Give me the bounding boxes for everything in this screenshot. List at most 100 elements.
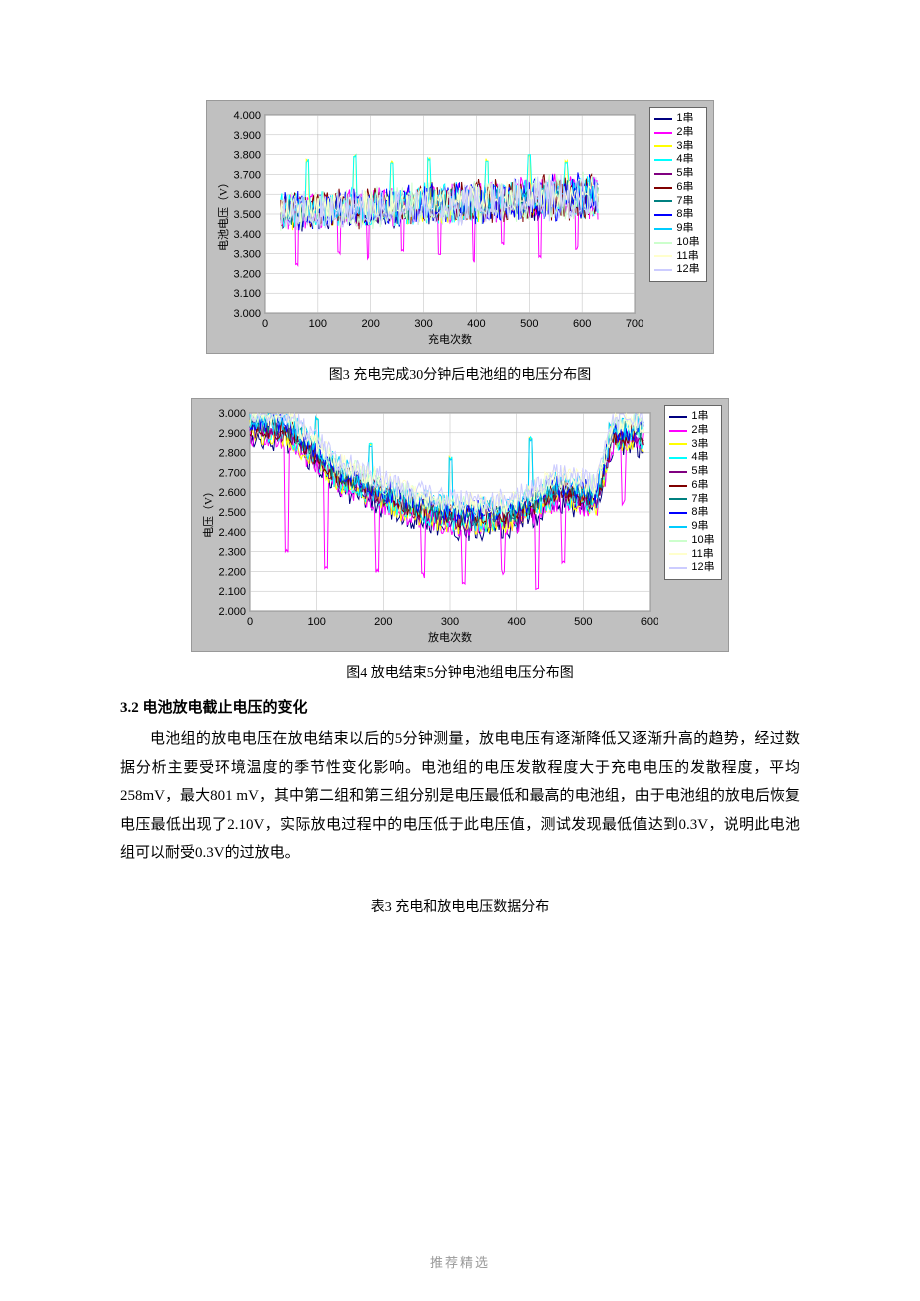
legend-swatch bbox=[669, 416, 687, 418]
chart1-outer: 3.000 3.100 3.200 3.300 3.400 3.500 3.600 3.700… bbox=[206, 100, 713, 354]
legend-item: 4串 bbox=[654, 153, 699, 167]
svg-text:700: 700 bbox=[626, 318, 643, 330]
svg-text:100: 100 bbox=[308, 616, 326, 628]
legend-swatch bbox=[654, 159, 672, 161]
legend-item: 1串 bbox=[669, 410, 714, 424]
section-3-2-paragraph: 电池组的放电电压在放电结束以后的5分钟测量，放电电压有逐渐降低又逐渐升高的趋势，… bbox=[120, 725, 800, 868]
svg-text:600: 600 bbox=[573, 318, 591, 330]
legend-label: 10串 bbox=[691, 534, 714, 548]
legend-item: 8串 bbox=[669, 506, 714, 520]
legend-swatch bbox=[654, 200, 672, 202]
legend-item: 12串 bbox=[669, 561, 714, 575]
legend-label: 9串 bbox=[676, 222, 693, 236]
legend-label: 12串 bbox=[676, 263, 699, 277]
legend-swatch bbox=[654, 132, 672, 134]
legend-swatch bbox=[669, 443, 687, 445]
svg-text:2.500: 2.500 bbox=[219, 507, 247, 519]
svg-text:0: 0 bbox=[247, 616, 253, 628]
legend-label: 7串 bbox=[691, 493, 708, 507]
svg-text:2.700: 2.700 bbox=[219, 467, 247, 479]
svg-text:3.100: 3.100 bbox=[234, 288, 262, 300]
svg-text:2.000: 2.000 bbox=[219, 606, 247, 618]
legend-item: 5串 bbox=[669, 465, 714, 479]
svg-text:2.300: 2.300 bbox=[219, 547, 247, 559]
chart1-svg: 3.000 3.100 3.200 3.300 3.400 3.500 3.600 3.700… bbox=[213, 107, 643, 347]
svg-text:300: 300 bbox=[415, 318, 433, 330]
legend-item: 9串 bbox=[654, 222, 699, 236]
svg-text:0: 0 bbox=[262, 318, 268, 330]
legend-swatch bbox=[669, 540, 687, 542]
svg-text:400: 400 bbox=[468, 318, 486, 330]
figure-3: 3.000 3.100 3.200 3.300 3.400 3.500 3.600 3.700… bbox=[120, 100, 800, 354]
svg-text:4.000: 4.000 bbox=[234, 110, 262, 122]
legend-label: 4串 bbox=[676, 153, 693, 167]
legend-swatch bbox=[669, 457, 687, 459]
chart2-outer: 2.0002.1002.2002.3002.4002.5002.6002.700… bbox=[191, 398, 728, 652]
legend-label: 12串 bbox=[691, 561, 714, 575]
legend-swatch bbox=[654, 118, 672, 120]
figure-3-caption: 图3 充电完成30分钟后电池组的电压分布图 bbox=[120, 364, 800, 384]
chart1-legend: 1串2串3串4串5串6串7串8串9串10串11串12串 bbox=[649, 107, 706, 282]
legend-swatch bbox=[669, 526, 687, 528]
svg-text:600: 600 bbox=[641, 616, 658, 628]
legend-label: 2串 bbox=[691, 424, 708, 438]
legend-swatch bbox=[669, 567, 687, 569]
chart2-legend: 1串2串3串4串5串6串7串8串9串10串11串12串 bbox=[664, 405, 721, 580]
chart2-svg: 2.0002.1002.2002.3002.4002.5002.6002.700… bbox=[198, 405, 658, 645]
svg-text:2.900: 2.900 bbox=[219, 428, 247, 440]
legend-swatch bbox=[669, 512, 687, 514]
legend-item: 4串 bbox=[669, 451, 714, 465]
table-3-title: 表3 充电和放电电压数据分布 bbox=[120, 896, 800, 916]
legend-item: 5串 bbox=[654, 167, 699, 181]
figure-4-caption: 图4 放电结束5分钟电池组电压分布图 bbox=[120, 662, 800, 682]
svg-text:3.700: 3.700 bbox=[234, 169, 262, 181]
svg-text:3.400: 3.400 bbox=[234, 229, 262, 241]
legend-swatch bbox=[654, 228, 672, 230]
svg-text:放电次数: 放电次数 bbox=[428, 630, 472, 644]
legend-label: 3串 bbox=[691, 438, 708, 452]
legend-item: 6串 bbox=[654, 181, 699, 195]
svg-text:3.000: 3.000 bbox=[234, 308, 262, 320]
svg-text:500: 500 bbox=[520, 318, 538, 330]
svg-text:3.300: 3.300 bbox=[234, 249, 262, 261]
legend-swatch bbox=[669, 553, 687, 555]
legend-item: 3串 bbox=[654, 140, 699, 154]
legend-swatch bbox=[669, 485, 687, 487]
svg-text:200: 200 bbox=[375, 616, 393, 628]
svg-text:3.500: 3.500 bbox=[234, 209, 262, 221]
legend-label: 1串 bbox=[676, 112, 693, 126]
legend-item: 3串 bbox=[669, 438, 714, 452]
legend-item: 9串 bbox=[669, 520, 714, 534]
legend-swatch bbox=[669, 498, 687, 500]
legend-swatch bbox=[669, 471, 687, 473]
legend-item: 10串 bbox=[654, 236, 699, 250]
legend-label: 3串 bbox=[676, 140, 693, 154]
legend-item: 10串 bbox=[669, 534, 714, 548]
svg-text:充电次数: 充电次数 bbox=[428, 332, 472, 346]
legend-label: 5串 bbox=[691, 465, 708, 479]
legend-item: 12串 bbox=[654, 263, 699, 277]
legend-item: 11串 bbox=[669, 548, 714, 562]
legend-label: 6串 bbox=[676, 181, 693, 195]
svg-text:3.600: 3.600 bbox=[234, 189, 262, 201]
legend-swatch bbox=[654, 242, 672, 244]
svg-text:3.000: 3.000 bbox=[219, 408, 247, 420]
legend-item: 1串 bbox=[654, 112, 699, 126]
svg-text:电池电压（V）: 电池电压（V） bbox=[217, 177, 230, 251]
legend-label: 8串 bbox=[676, 208, 693, 222]
svg-text:3.800: 3.800 bbox=[234, 150, 262, 162]
legend-label: 11串 bbox=[691, 548, 713, 562]
section-3-2-heading: 3.2 电池放电截止电压的变化 bbox=[120, 696, 800, 717]
legend-swatch bbox=[669, 430, 687, 432]
legend-swatch bbox=[654, 255, 672, 257]
svg-text:2.400: 2.400 bbox=[219, 527, 247, 539]
svg-text:3.200: 3.200 bbox=[234, 268, 262, 280]
svg-text:电压（V）: 电压（V） bbox=[202, 486, 215, 538]
legend-swatch bbox=[654, 145, 672, 147]
svg-text:500: 500 bbox=[575, 616, 593, 628]
svg-text:2.600: 2.600 bbox=[219, 487, 247, 499]
legend-item: 8串 bbox=[654, 208, 699, 222]
legend-label: 5串 bbox=[676, 167, 693, 181]
svg-text:2.800: 2.800 bbox=[219, 448, 247, 460]
legend-label: 7串 bbox=[676, 195, 693, 209]
